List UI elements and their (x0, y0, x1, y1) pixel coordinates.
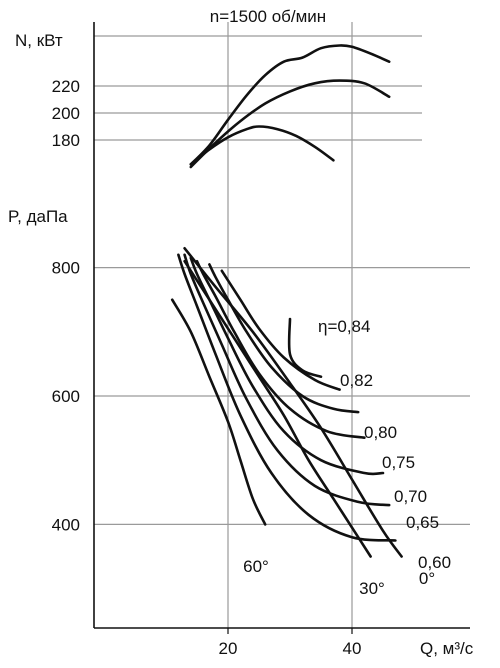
flow-tick-label-40: 40 (343, 639, 362, 658)
blade-angle-label-3: 0° (419, 569, 435, 588)
efficiency-curve-3 (208, 263, 360, 414)
efficiency-curve-6 (183, 253, 391, 507)
flow-axis-label: Q, м³/с (420, 639, 474, 658)
power-curve-1 (189, 44, 391, 166)
power-tick-label-220: 220 (52, 77, 80, 96)
power-axis-label: N, кВт (15, 31, 63, 50)
blade-angle-label-1: 60° (243, 557, 269, 576)
series-layer (170, 44, 403, 558)
power-curve-3 (189, 125, 335, 166)
power-tick-label-180: 180 (52, 131, 80, 150)
efficiency-label-3: 0,80 (364, 423, 397, 442)
axes-layer (93, 22, 470, 629)
efficiency-label-1: η=0,84 (318, 317, 370, 336)
efficiency-label-7: 0,60 (418, 553, 451, 572)
label-layer: n=1500 об/мин N, кВт P, даПа Q, м³/с 180… (8, 7, 474, 658)
efficiency-label-4: 0,75 (382, 453, 415, 472)
pressure-axis-label: P, даПа (8, 207, 68, 226)
efficiency-curve-5 (189, 256, 385, 476)
flow-tick-label-20: 20 (219, 639, 238, 658)
pressure-tick-label-400: 400 (52, 515, 80, 534)
efficiency-curve-7 (177, 253, 397, 542)
efficiency-curve-4 (195, 259, 366, 439)
grid-layer (94, 22, 470, 634)
pressure-tick-label-600: 600 (52, 387, 80, 406)
blade-angle-curve-1 (170, 298, 267, 526)
efficiency-label-5: 0,70 (394, 487, 427, 506)
blade-angle-label-2: 30° (359, 579, 385, 598)
efficiency-curve-2 (220, 269, 341, 391)
power-chart-title: n=1500 об/мин (210, 7, 326, 26)
efficiency-label-2: 0,82 (340, 371, 373, 390)
power-curve-2 (189, 79, 391, 169)
pressure-tick-label-800: 800 (52, 259, 80, 278)
blade-angle-curve-3 (183, 247, 403, 558)
power-tick-label-200: 200 (52, 104, 80, 123)
efficiency-curve-1 (287, 317, 323, 378)
efficiency-label-6: 0,65 (406, 513, 439, 532)
blade-angle-curve-2 (183, 259, 372, 558)
